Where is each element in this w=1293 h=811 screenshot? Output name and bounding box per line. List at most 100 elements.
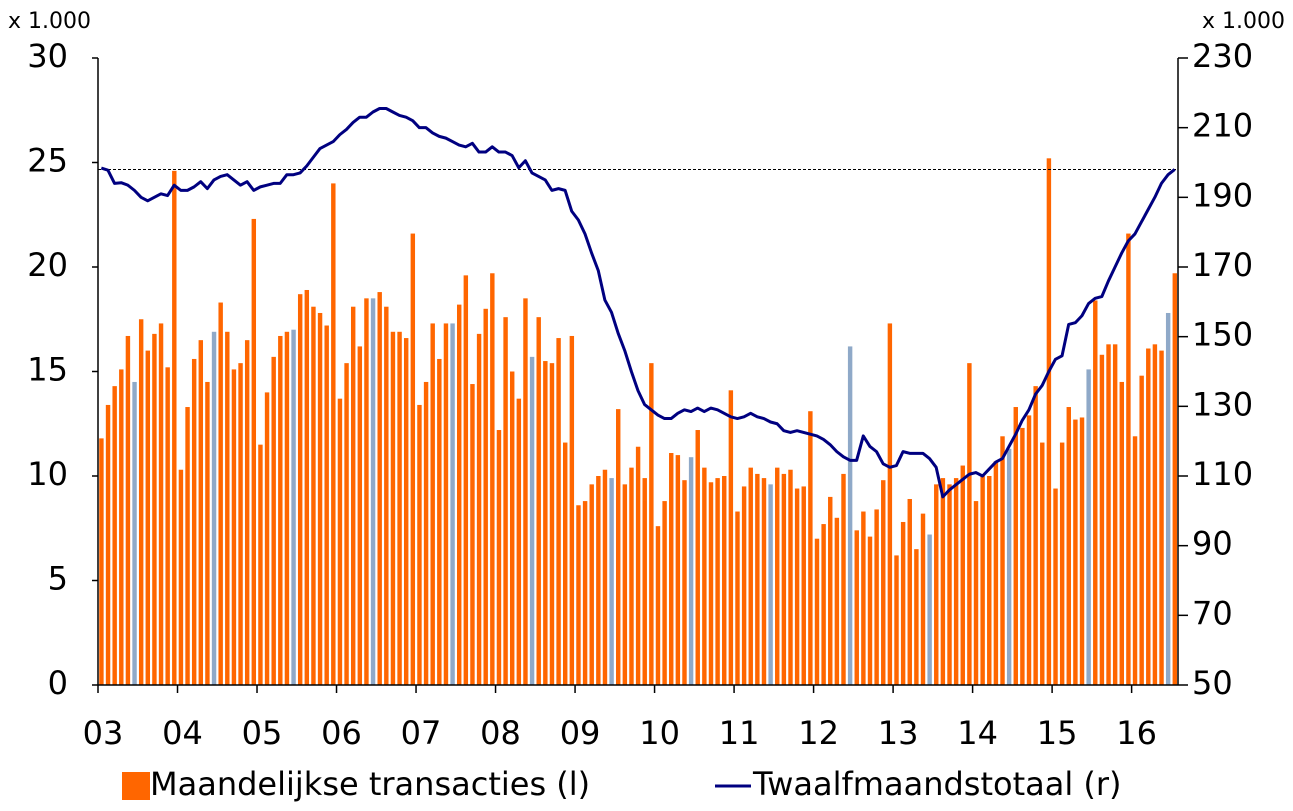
x-tick-label: 07 xyxy=(401,714,442,752)
bar xyxy=(589,484,594,685)
bar xyxy=(801,486,806,685)
bar xyxy=(1073,419,1078,685)
bar xyxy=(264,392,270,685)
bar xyxy=(231,369,237,685)
bar xyxy=(1040,442,1045,685)
bar xyxy=(622,484,628,685)
bar xyxy=(218,302,223,685)
bar xyxy=(258,444,263,685)
bar xyxy=(755,473,760,685)
bar xyxy=(1132,436,1138,685)
bar xyxy=(291,329,296,685)
bar xyxy=(980,476,985,685)
bar xyxy=(225,331,230,685)
bar xyxy=(397,331,402,685)
bar xyxy=(509,371,515,685)
bar xyxy=(324,325,329,685)
bar xyxy=(390,331,396,685)
y2-tick-label: 70 xyxy=(1192,594,1233,632)
bar xyxy=(914,549,919,685)
bar xyxy=(119,369,124,685)
bar xyxy=(695,430,700,685)
y2-unit: x 1.000 xyxy=(1202,9,1285,34)
bar xyxy=(165,367,170,685)
bar xyxy=(748,467,753,685)
bar xyxy=(443,323,449,685)
bar xyxy=(1159,350,1164,685)
y2-tick-label: 190 xyxy=(1192,176,1253,214)
bar xyxy=(344,363,349,685)
bar xyxy=(788,469,793,685)
bar xyxy=(582,501,588,685)
bar xyxy=(437,358,442,685)
bar xyxy=(331,183,336,685)
bar xyxy=(867,536,873,685)
bar xyxy=(1093,300,1098,685)
legend-label: Twaalfmaandstotaal (r) xyxy=(752,765,1122,803)
bar xyxy=(99,438,104,685)
y2-tick-label: 50 xyxy=(1192,664,1233,702)
bar xyxy=(702,467,707,685)
bar xyxy=(1053,488,1058,685)
bar xyxy=(821,524,826,685)
bar xyxy=(649,363,654,685)
bar xyxy=(1000,436,1005,685)
bar xyxy=(112,386,117,685)
bar xyxy=(887,323,893,685)
legend-swatch xyxy=(122,772,150,800)
bar xyxy=(337,398,343,685)
bar xyxy=(609,478,614,685)
bar xyxy=(317,312,323,685)
bar xyxy=(311,306,316,685)
bar xyxy=(828,496,833,685)
bar xyxy=(456,304,462,685)
bar xyxy=(834,517,840,685)
bar xyxy=(1066,407,1071,685)
bar xyxy=(403,338,409,685)
bar xyxy=(768,484,773,685)
bar xyxy=(211,331,217,685)
x-tick-label: 06 xyxy=(321,714,362,752)
bar xyxy=(953,478,959,685)
bar xyxy=(251,218,257,685)
y-tick-label: 5 xyxy=(48,560,68,598)
bar xyxy=(516,398,522,685)
x-tick-label: 05 xyxy=(242,714,283,752)
bar xyxy=(927,534,932,685)
bar xyxy=(529,356,535,685)
bar xyxy=(1099,354,1105,685)
bar xyxy=(536,317,541,685)
bar xyxy=(417,404,422,685)
bar xyxy=(907,498,912,685)
bar xyxy=(1106,344,1111,685)
bar xyxy=(205,381,210,685)
bar xyxy=(616,409,621,685)
bar xyxy=(576,505,581,685)
bar xyxy=(384,306,389,685)
bar xyxy=(178,469,184,685)
y-tick-label: 30 xyxy=(27,37,68,75)
bar xyxy=(563,442,568,685)
bar xyxy=(874,509,879,685)
bar xyxy=(1006,448,1012,685)
y2-tick-label: 170 xyxy=(1192,246,1253,284)
bar xyxy=(715,478,720,685)
bar xyxy=(655,526,661,685)
bar xyxy=(1026,415,1032,685)
bar xyxy=(244,340,250,685)
bar xyxy=(304,289,310,685)
x-tick-label: 13 xyxy=(878,714,919,752)
x-tick-label: 03 xyxy=(83,714,124,752)
bar xyxy=(271,356,276,685)
bar xyxy=(987,476,992,685)
bar xyxy=(947,484,952,685)
bar xyxy=(1126,233,1131,685)
bar xyxy=(1146,348,1151,685)
bar xyxy=(728,390,734,685)
bar xyxy=(596,476,601,685)
bar xyxy=(1086,369,1091,685)
bar xyxy=(960,465,965,685)
y-tick-label: 10 xyxy=(27,455,68,493)
bar xyxy=(523,298,528,685)
